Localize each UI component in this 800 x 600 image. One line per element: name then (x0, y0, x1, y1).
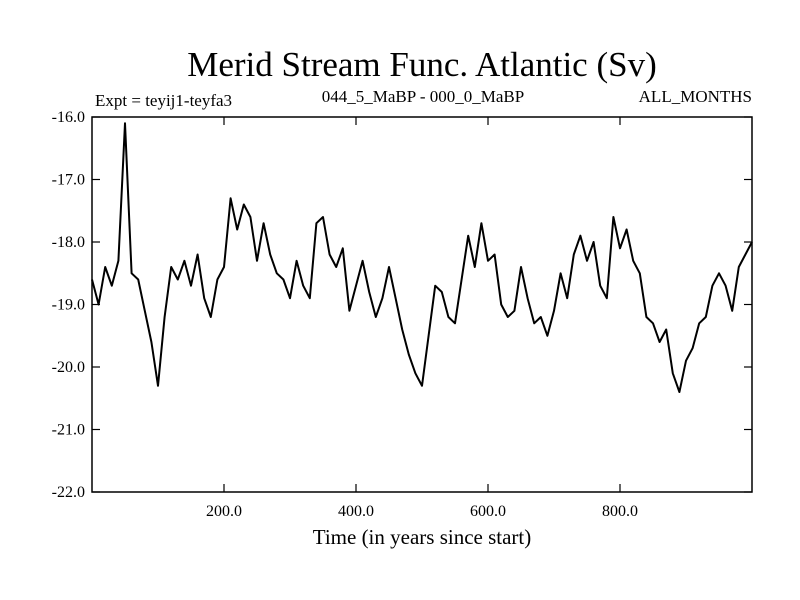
experiment-label: Expt = teyij1-teyfa3 (95, 91, 232, 110)
axis-ticks: 200.0 400.0 600.0 800.0 -16.0 -17.0 -18.0 -19.0… (52, 109, 752, 520)
x-tick-label: 200.0 (206, 503, 242, 520)
y-tick-label: -19.0 (52, 297, 85, 314)
y-tick-label: -17.0 (52, 172, 85, 189)
chart-title: Merid Stream Func. Atlantic (Sv) (187, 45, 657, 84)
y-tick-label: -16.0 (52, 109, 85, 126)
x-axis-title: Time (in years since start) (313, 525, 532, 549)
series-line (91, 122, 753, 393)
y-tick-label: -18.0 (52, 234, 85, 251)
plot-frame (91, 116, 753, 493)
x-tick-label: 400.0 (338, 503, 374, 520)
y-tick-label: -20.0 (52, 359, 85, 376)
x-tick-label: 600.0 (470, 503, 506, 520)
period-label: 044_5_MaBP - 000_0_MaBP (322, 87, 524, 106)
months-label: ALL_MONTHS (639, 87, 752, 106)
y-tick-label: -21.0 (52, 422, 85, 439)
x-tick-label: 800.0 (602, 503, 638, 520)
series-layer (91, 122, 753, 393)
y-tick-label: -22.0 (52, 484, 85, 501)
